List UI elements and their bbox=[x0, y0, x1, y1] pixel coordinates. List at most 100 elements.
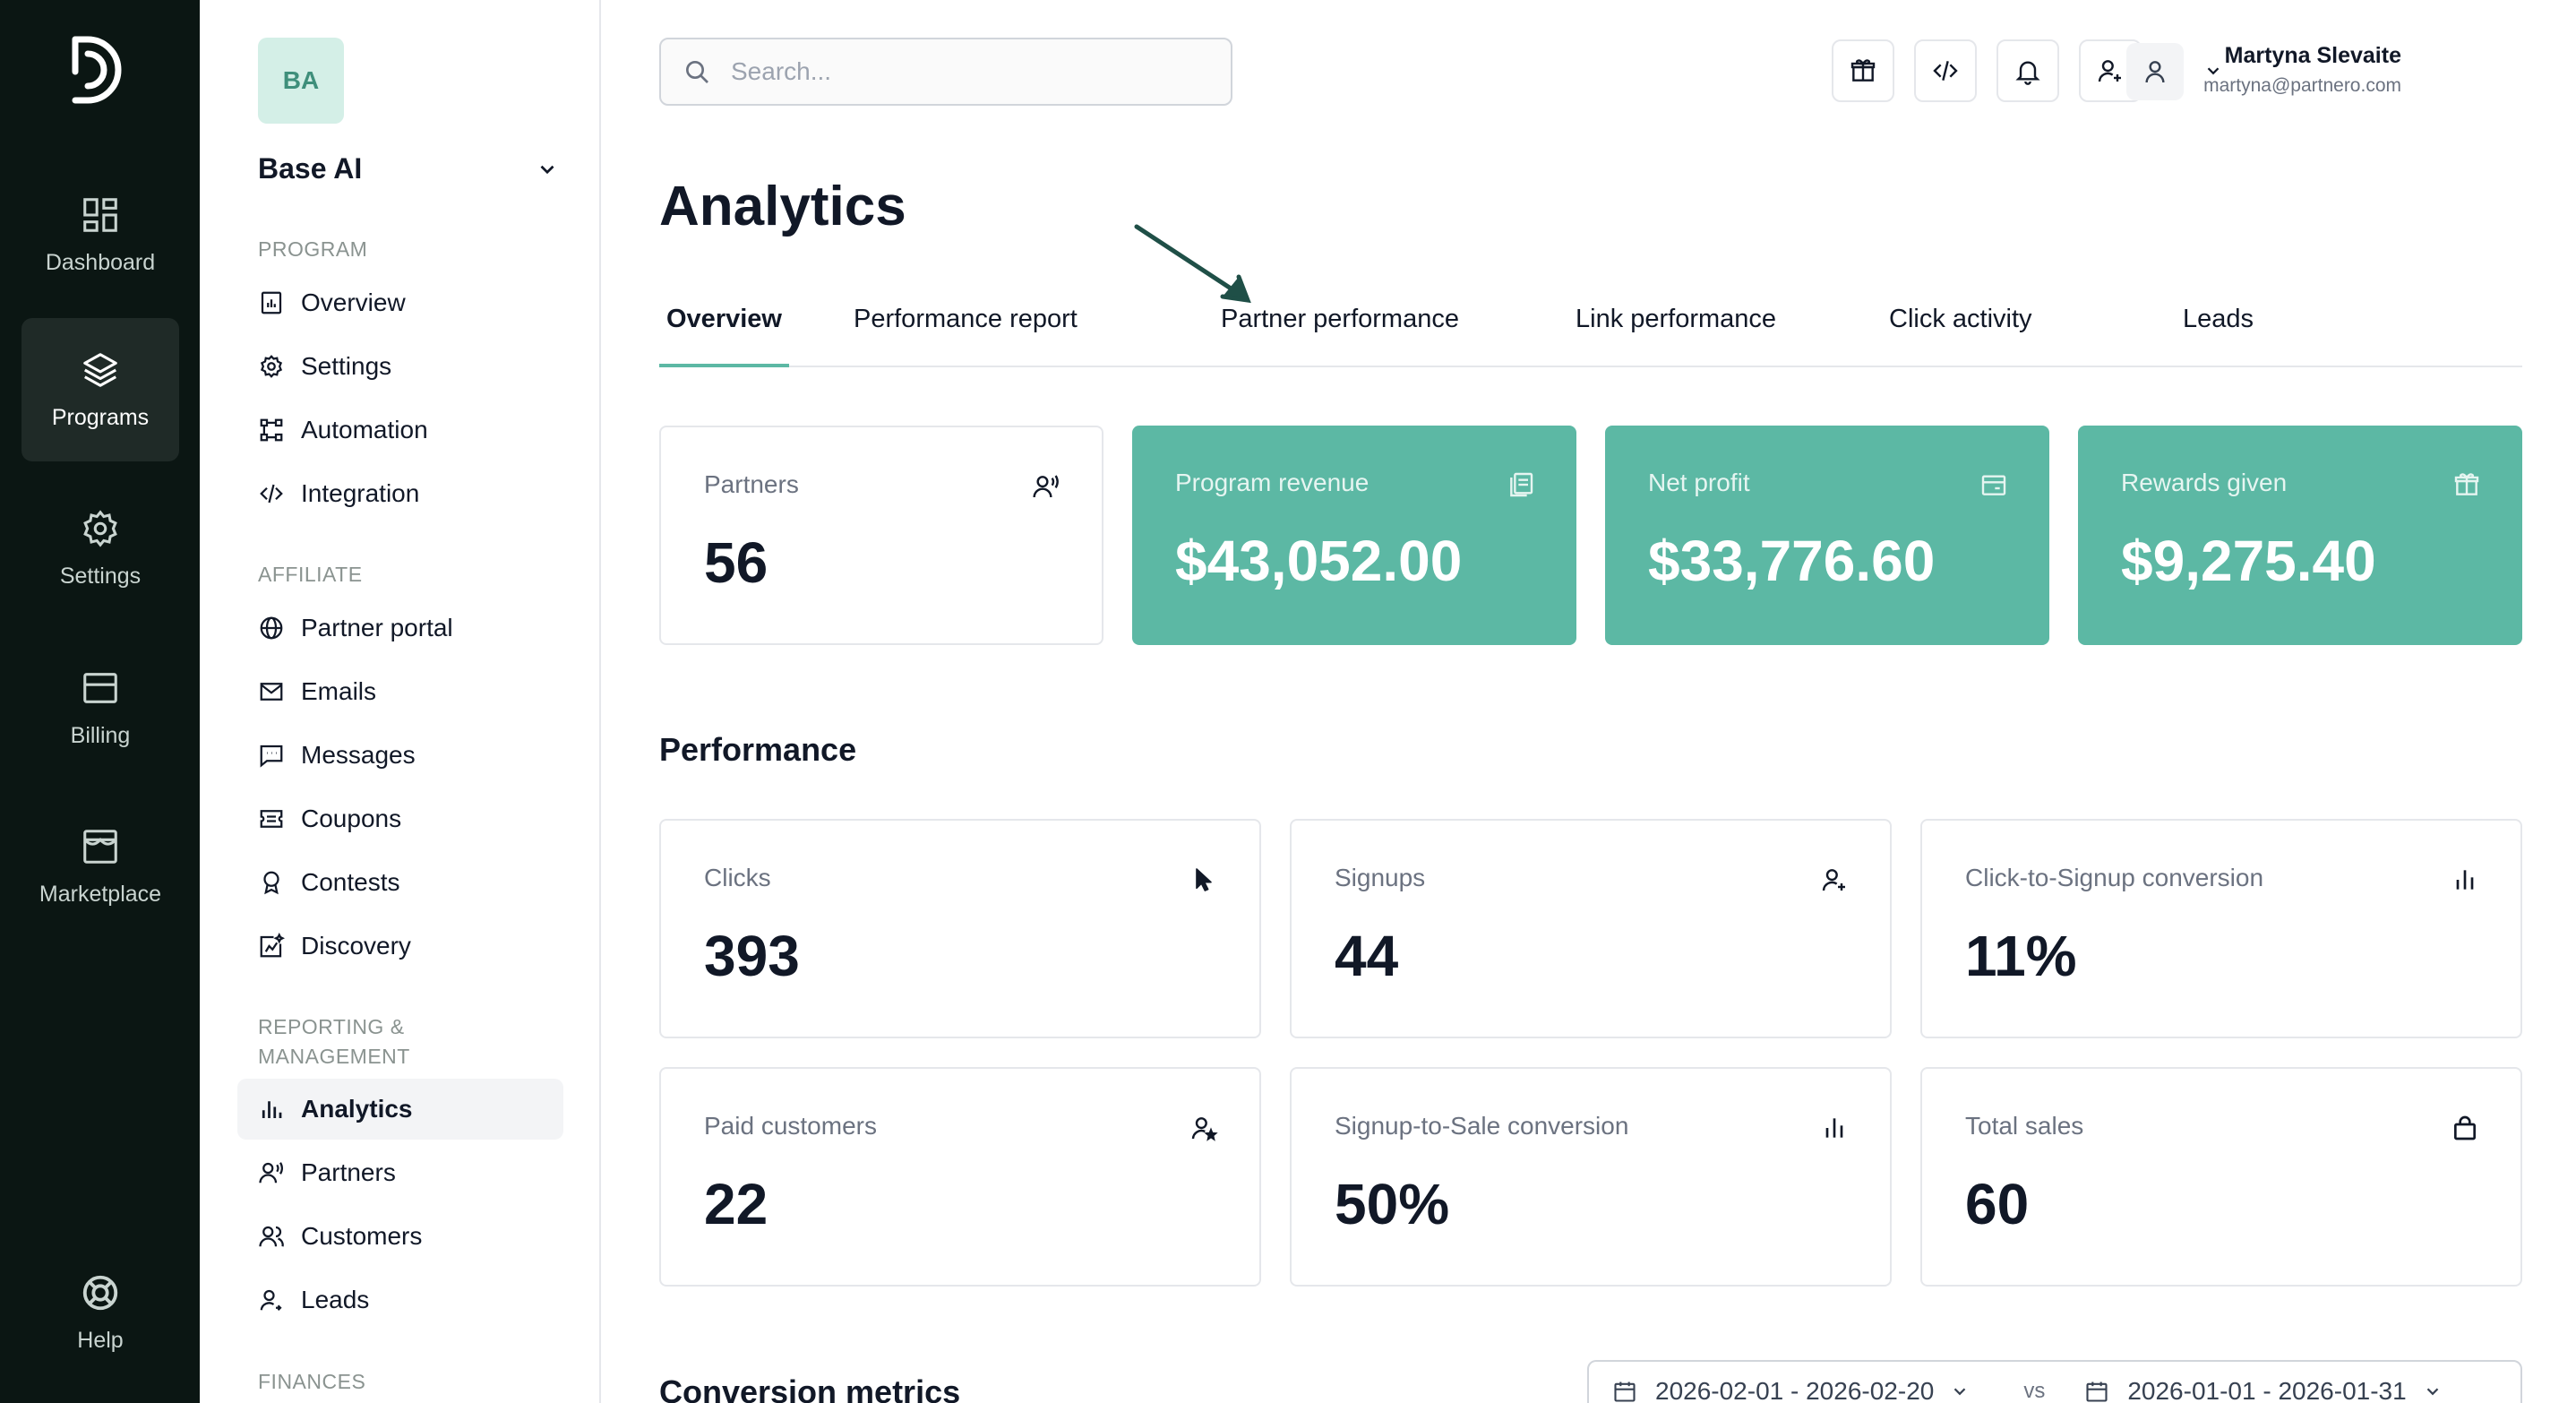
user-avatar[interactable] bbox=[2126, 43, 2184, 100]
workspace-avatar[interactable]: BA bbox=[258, 38, 344, 124]
sidebar-item-discovery[interactable]: Discovery bbox=[237, 916, 563, 977]
automation-icon bbox=[260, 418, 283, 442]
kpi-label: Net profit bbox=[1648, 469, 1750, 496]
tab-leads[interactable]: Leads bbox=[2183, 305, 2254, 333]
rail-item-label: Help bbox=[77, 1327, 124, 1353]
sidebar-item-customers[interactable]: Customers bbox=[237, 1206, 563, 1267]
metric-label: Click-to-Signup conversion bbox=[1965, 864, 2264, 891]
program-sidebar: BA Base AI PROGRAM Overview Settings Aut… bbox=[200, 0, 601, 1403]
sidebar-item-label: Analytics bbox=[301, 1095, 413, 1123]
sidebar-item-settings[interactable]: Settings bbox=[237, 336, 563, 397]
notifications-button[interactable] bbox=[1996, 39, 2059, 102]
metric-value: 44 bbox=[1335, 924, 1399, 988]
developer-button[interactable] bbox=[1914, 39, 1977, 102]
kpi-value: $9,275.40 bbox=[2121, 529, 2376, 593]
metric-label: Paid customers bbox=[704, 1112, 877, 1140]
gift-button[interactable] bbox=[1832, 39, 1894, 102]
sidebar-item-coupons[interactable]: Coupons bbox=[237, 788, 563, 849]
sidebar-item-automation[interactable]: Automation bbox=[237, 400, 563, 460]
kpi-card-net-profit: Net profit $33,776.60 bbox=[1605, 426, 2049, 645]
section-heading-finances: FINANCES bbox=[258, 1370, 366, 1393]
rail-item-marketplace[interactable]: Marketplace bbox=[21, 795, 179, 938]
mail-icon bbox=[260, 683, 283, 701]
rail-item-label: Marketplace bbox=[39, 881, 162, 907]
report-icon bbox=[261, 291, 282, 314]
tab-click-activity[interactable]: Click activity bbox=[1889, 305, 2032, 333]
tab-overview[interactable]: Overview bbox=[659, 296, 789, 367]
sidebar-item-partner-portal[interactable]: Partner portal bbox=[237, 598, 563, 658]
lead-icon bbox=[260, 1289, 282, 1312]
sidebar-item-overview[interactable]: Overview bbox=[237, 272, 563, 333]
sidebar-item-integration[interactable]: Integration bbox=[237, 463, 563, 524]
previous-range-selector[interactable]: 2026-01-01 - 2026-01-31 bbox=[2084, 1377, 2442, 1403]
search-input[interactable] bbox=[731, 57, 1197, 86]
metric-card-click-to-signup: Click-to-Signup conversion 11% bbox=[1920, 819, 2522, 1038]
rail-item-help[interactable]: Help bbox=[21, 1241, 179, 1384]
user-plus-icon bbox=[2098, 60, 2121, 82]
user-email: martyna@partnero.com bbox=[2203, 75, 2401, 96]
rail-item-billing[interactable]: Billing bbox=[21, 636, 179, 779]
sidebar-item-partners[interactable]: Partners bbox=[237, 1142, 563, 1203]
partnero-logo[interactable] bbox=[68, 34, 133, 106]
date-range-picker: 2026-02-01 - 2026-02-20 vs 2026-01-01 - … bbox=[1587, 1360, 2522, 1403]
sidebar-item-label: Customers bbox=[301, 1222, 423, 1250]
globe-icon bbox=[260, 616, 283, 640]
chevron-down-icon[interactable] bbox=[536, 158, 559, 181]
sidebar-item-leads[interactable]: Leads bbox=[237, 1270, 563, 1330]
previous-range-text: 2026-01-01 - 2026-01-31 bbox=[2127, 1377, 2407, 1403]
bar-chart-icon bbox=[262, 1101, 282, 1118]
search-box[interactable] bbox=[659, 38, 1232, 106]
users-icon bbox=[259, 1226, 284, 1247]
sidebar-item-analytics[interactable]: Analytics bbox=[237, 1079, 563, 1140]
metric-card-paid-customers: Paid customers 22 bbox=[659, 1067, 1261, 1287]
award-icon bbox=[263, 871, 279, 895]
sidebar-item-label: Partners bbox=[301, 1158, 396, 1186]
current-range-text: 2026-02-01 - 2026-02-20 bbox=[1655, 1377, 1935, 1403]
section-heading-line: MANAGEMENT bbox=[258, 1045, 410, 1068]
metric-card-clicks: Clicks 393 bbox=[659, 819, 1261, 1038]
metric-value: 11% bbox=[1965, 924, 2077, 988]
rail-item-settings[interactable]: Settings bbox=[21, 477, 179, 620]
sidebar-item-contests[interactable]: Contests bbox=[237, 852, 563, 913]
billing-icon bbox=[83, 672, 117, 703]
vs-label: vs bbox=[2023, 1379, 2046, 1403]
workspace-name[interactable]: Base AI bbox=[258, 152, 363, 185]
chevron-down-icon[interactable] bbox=[2203, 61, 2223, 81]
metric-value: 50% bbox=[1335, 1172, 1450, 1236]
user-icon bbox=[2145, 61, 2165, 83]
calendar-icon bbox=[1614, 1381, 1636, 1402]
layers-icon bbox=[83, 352, 117, 387]
rail-item-label: Dashboard bbox=[45, 249, 156, 275]
current-range-selector[interactable]: 2026-02-01 - 2026-02-20 bbox=[1612, 1377, 1970, 1403]
metric-label: Clicks bbox=[704, 864, 771, 891]
sidebar-item-label: Integration bbox=[301, 479, 420, 507]
sidebar-item-label: Automation bbox=[301, 416, 428, 443]
sidebar-item-label: Coupons bbox=[301, 805, 402, 832]
kpi-card-program-revenue: Program revenue $43,052.00 bbox=[1132, 426, 1576, 645]
rail-item-programs[interactable]: Programs bbox=[21, 318, 179, 461]
sidebar-item-label: Messages bbox=[301, 741, 416, 769]
metric-value: 393 bbox=[704, 924, 800, 988]
tab-link-performance[interactable]: Link performance bbox=[1576, 305, 1777, 333]
code-icon bbox=[1933, 61, 1958, 81]
metric-value: 60 bbox=[1965, 1172, 2030, 1236]
sidebar-item-emails[interactable]: Emails bbox=[237, 661, 563, 722]
tab-performance-report[interactable]: Performance report bbox=[854, 305, 1078, 333]
section-heading-line: REPORTING & bbox=[258, 1015, 405, 1038]
shopping-bag-icon bbox=[2454, 1115, 2476, 1140]
analytics-tabs: Overview Performance report Partner perf… bbox=[659, 296, 2522, 367]
kpi-label: Partners bbox=[704, 470, 799, 498]
rail-item-dashboard[interactable]: Dashboard bbox=[21, 163, 179, 306]
rail-item-label: Billing bbox=[70, 722, 131, 748]
sidebar-item-messages[interactable]: Messages bbox=[237, 725, 563, 786]
tab-partner-performance[interactable]: Partner performance bbox=[1221, 305, 1459, 333]
bar-chart-icon bbox=[2456, 870, 2474, 890]
metric-label: Signup-to-Sale conversion bbox=[1335, 1112, 1629, 1140]
sidebar-item-label: Contests bbox=[301, 868, 400, 896]
kpi-card-partners: Partners 56 bbox=[659, 426, 1103, 645]
cursor-icon bbox=[1196, 868, 1212, 891]
metric-value: 22 bbox=[704, 1172, 769, 1236]
rail-item-label: Settings bbox=[59, 563, 142, 589]
calendar-icon bbox=[2086, 1381, 2108, 1402]
user-star-icon bbox=[1191, 1117, 1218, 1141]
